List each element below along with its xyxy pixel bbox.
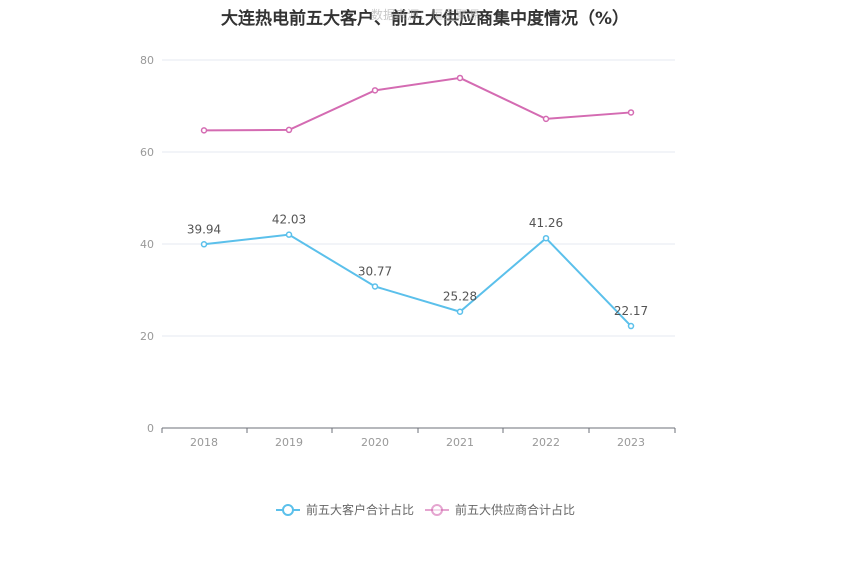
x-tick-label: 2023 — [617, 436, 645, 449]
data-label: 30.77 — [358, 264, 392, 278]
x-tick-label: 2022 — [532, 436, 560, 449]
data-point — [456, 74, 464, 82]
data-point — [456, 308, 464, 315]
data-point — [200, 241, 208, 248]
series-line — [203, 233, 632, 327]
data-point — [542, 234, 550, 242]
x-tick-label: 2021 — [446, 436, 474, 449]
data-point — [627, 109, 635, 116]
data-label: 22.17 — [614, 304, 648, 318]
data-point — [285, 126, 293, 134]
legend-label: 前五大供应商合计占比 — [455, 502, 575, 517]
y-tick-label: 80 — [140, 54, 154, 67]
legend-swatch-marker — [282, 504, 294, 516]
y-tick-label: 0 — [147, 422, 154, 435]
y-tick-label: 20 — [140, 330, 154, 343]
y-tick-label: 60 — [140, 146, 154, 159]
data-point — [285, 231, 293, 238]
data-point — [200, 127, 208, 134]
data-label: 39.94 — [187, 222, 221, 236]
data-point — [627, 322, 635, 330]
x-tick-label: 2019 — [275, 436, 303, 449]
x-tick-label: 2018 — [190, 436, 218, 449]
x-tick-label: 2020 — [361, 436, 389, 449]
legend-swatch-marker — [431, 504, 443, 516]
legend: 前五大客户合计占比 前五大供应商合计占比 — [276, 502, 575, 517]
data-label: 42.03 — [272, 213, 306, 227]
series-0: 39.94 42.03 30.77 25.28 41.26 22.17 — [187, 213, 648, 330]
y-tick-label: 40 — [140, 238, 154, 251]
watermark-text: 数据来源：恒生聚源 — [370, 8, 479, 22]
legend-item-1: 前五大供应商合计占比 — [425, 502, 575, 517]
axes: 0 20 40 60 80 2018 2019 2020 2021 2022 2023 — [140, 54, 676, 449]
chart-title: 大连热电前五大客户、前五大供应商集中度情况（%） — [220, 9, 630, 29]
legend-label: 前五大客户合计占比 — [306, 502, 414, 517]
grid-lines — [162, 59, 675, 337]
series-line — [203, 76, 632, 132]
data-point — [542, 115, 550, 123]
data-point — [371, 283, 379, 290]
data-point — [371, 87, 379, 94]
data-label: 41.26 — [529, 216, 563, 230]
series-layer: 39.94 42.03 30.77 25.28 41.26 22.17 — [187, 74, 648, 330]
legend-item-0: 前五大客户合计占比 — [276, 502, 414, 517]
series-1 — [200, 74, 635, 134]
data-label: 25.28 — [443, 290, 477, 304]
